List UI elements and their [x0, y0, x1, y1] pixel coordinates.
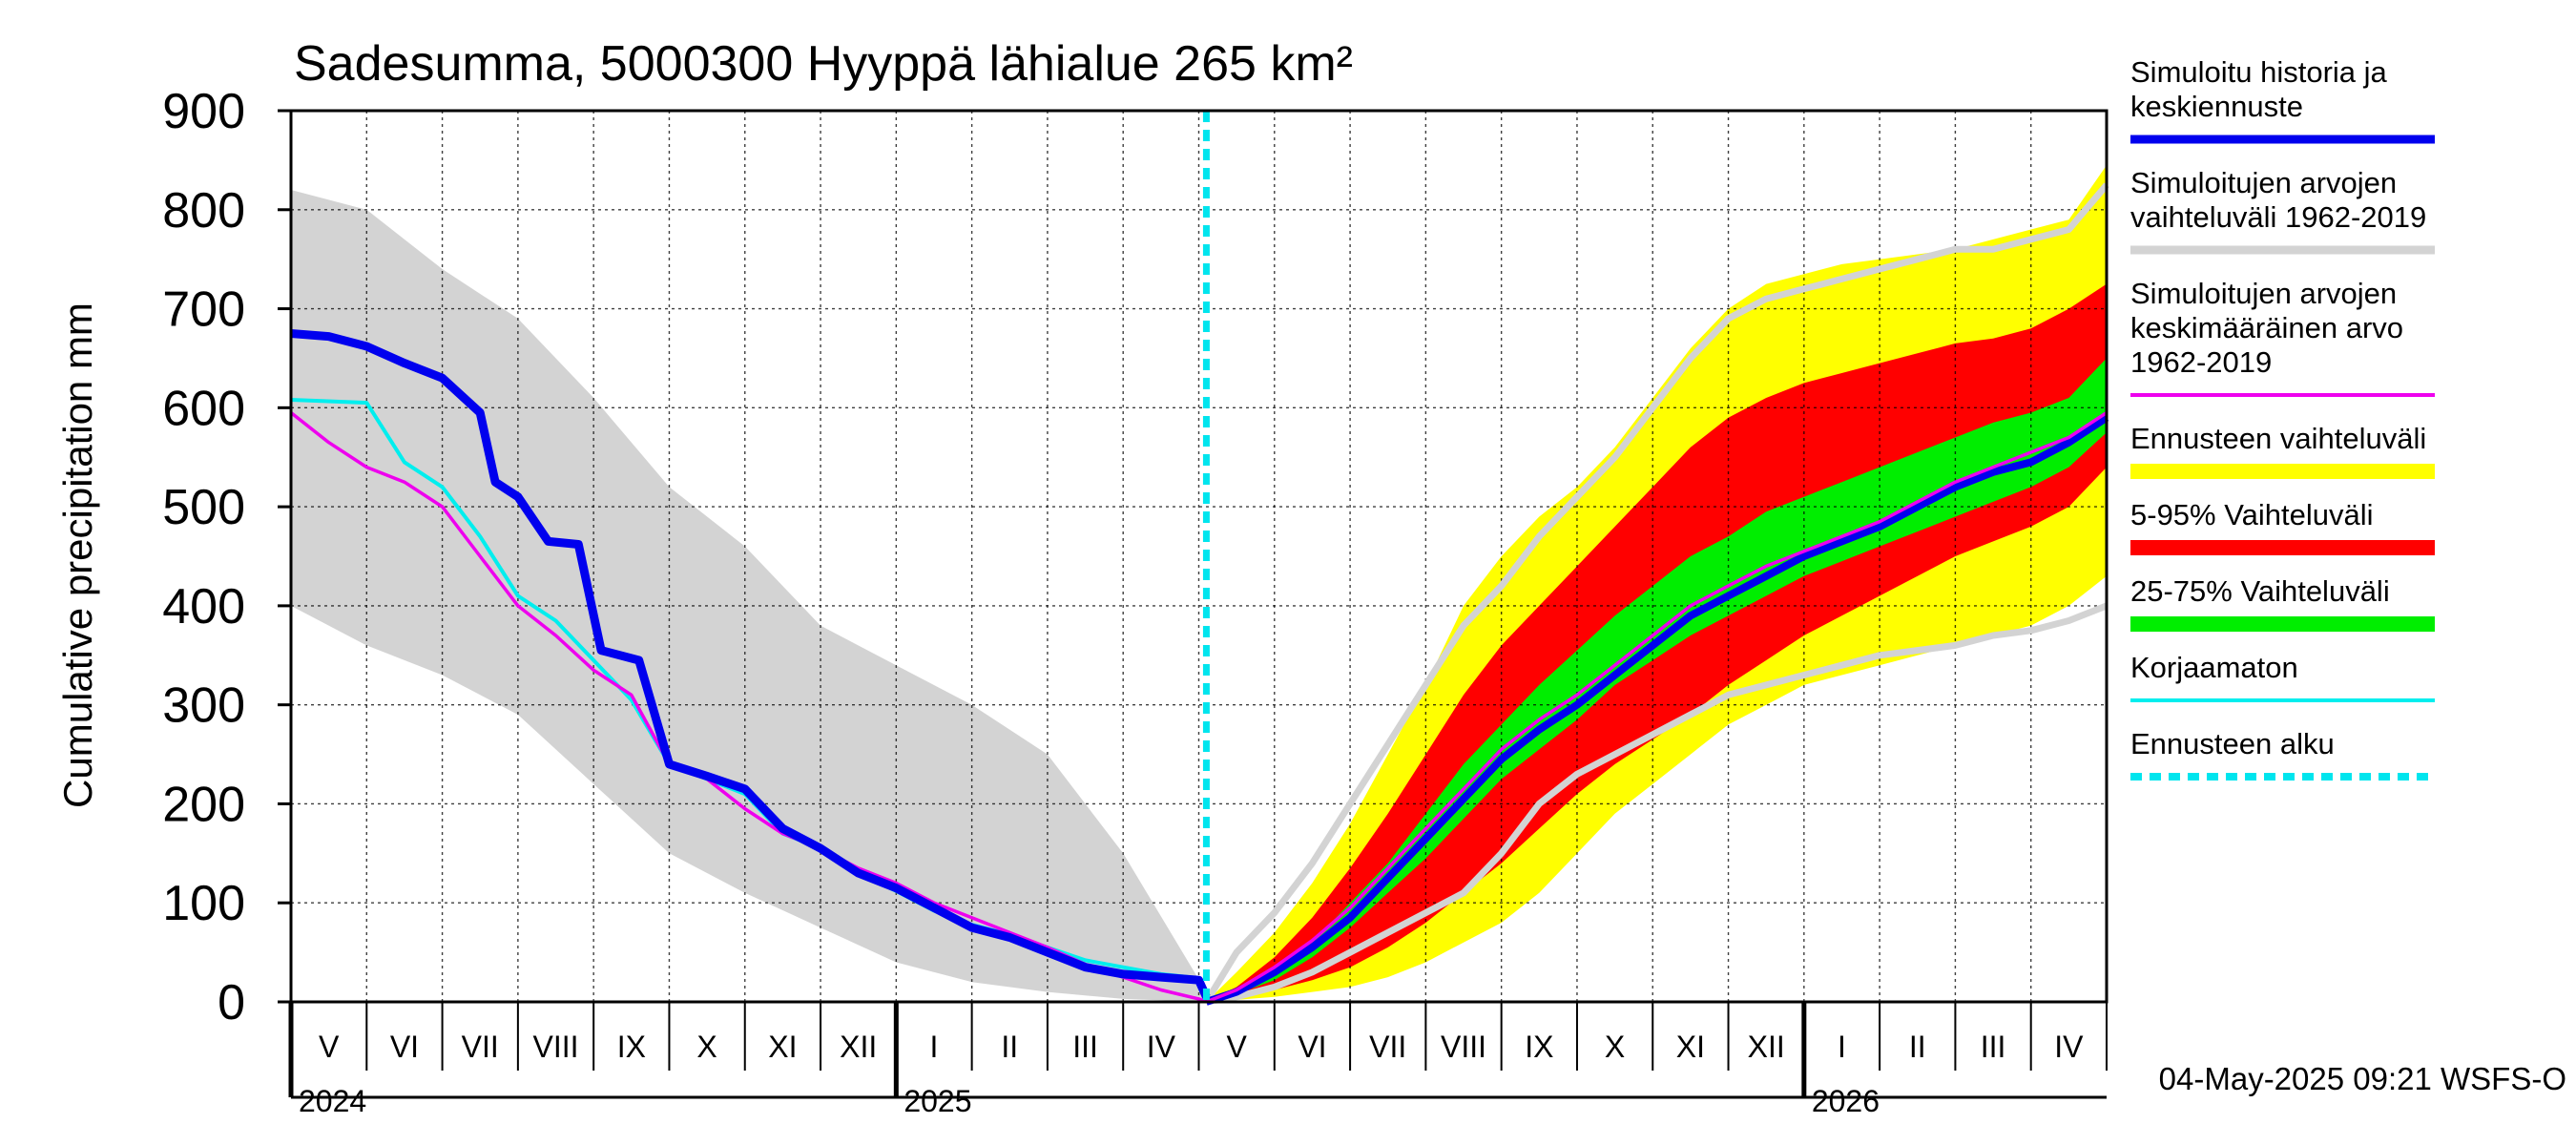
- legend-label: vaihteluväli 1962-2019: [2130, 200, 2426, 234]
- y-tick-label: 300: [162, 678, 245, 734]
- month-label: III: [1072, 1030, 1098, 1064]
- timestamp-footer: 04-May-2025 09:21 WSFS-O: [2159, 1061, 2566, 1096]
- month-label: I: [930, 1030, 939, 1064]
- month-label: VII: [462, 1030, 499, 1064]
- month-label: III: [1981, 1030, 2006, 1064]
- y-axis-label: Cumulative precipitation mm: [55, 302, 100, 808]
- month-label: VI: [1298, 1030, 1326, 1064]
- legend-label: 1962-2019: [2130, 345, 2272, 379]
- legend-label: keskimääräinen arvo: [2130, 311, 2403, 344]
- mean-forecast-line: [1205, 414, 2109, 1006]
- legend-label: Simuloitu historia ja: [2130, 55, 2388, 89]
- y-tick-label: 0: [218, 975, 245, 1030]
- month-label: IX: [617, 1030, 646, 1064]
- month-label: V: [319, 1030, 340, 1064]
- simulated-history-line: [290, 329, 1211, 999]
- y-tick-label: 600: [162, 381, 245, 436]
- month-label: II: [1001, 1030, 1018, 1064]
- legend-label: Ennusteen alku: [2130, 727, 2335, 760]
- y-tick-label: 200: [162, 777, 245, 832]
- month-label: XI: [1676, 1030, 1705, 1064]
- history-range-band: [291, 190, 1207, 1002]
- legend-label: Simuloitujen arvojen: [2130, 277, 2397, 310]
- month-label: VIII: [533, 1030, 579, 1064]
- year-label: 2026: [1812, 1084, 1880, 1118]
- legend-swatch: [2130, 464, 2435, 479]
- y-tick-label: 700: [162, 282, 245, 338]
- legend-swatch: [2130, 616, 2435, 632]
- data-lines: [289, 182, 2109, 1006]
- legend-label: keskiennuste: [2130, 90, 2303, 123]
- y-tick-label: 400: [162, 579, 245, 635]
- year-label: 2024: [299, 1084, 366, 1118]
- legend-label: Ennusteen vaihteluväli: [2130, 422, 2426, 455]
- legend-label: Korjaamaton: [2130, 651, 2298, 684]
- mean-forecast-climatology-line: [1205, 411, 2108, 1004]
- month-label: IV: [1147, 1030, 1176, 1064]
- month-label: V: [1226, 1030, 1247, 1064]
- month-label: XI: [768, 1030, 797, 1064]
- y-tick-label: 500: [162, 480, 245, 535]
- y-tick-label: 800: [162, 183, 245, 239]
- y-tick-label: 100: [162, 876, 245, 931]
- month-label: IV: [2054, 1030, 2084, 1064]
- legend-label: 25-75% Vaihteluväli: [2130, 574, 2390, 608]
- month-label: IX: [1525, 1030, 1553, 1064]
- legend-label: 5-95% Vaihteluväli: [2130, 498, 2373, 531]
- month-label: VII: [1369, 1030, 1406, 1064]
- month-label: VIII: [1441, 1030, 1486, 1064]
- y-tick-label: 900: [162, 84, 245, 139]
- month-label: X: [1605, 1030, 1625, 1064]
- legend-swatch: [2130, 540, 2435, 555]
- chart-title: Sadesumma, 5000300 Hyyppä lähialue 265 k…: [294, 36, 1353, 92]
- month-label: XII: [1748, 1030, 1785, 1064]
- month-label: I: [1838, 1030, 1846, 1064]
- forecast-range-upper-line: [1203, 182, 2109, 1004]
- year-label: 2025: [904, 1084, 971, 1118]
- month-label: VI: [390, 1030, 419, 1064]
- month-label: II: [1909, 1030, 1926, 1064]
- month-label: X: [696, 1030, 717, 1064]
- month-label: XII: [840, 1030, 877, 1064]
- forecast-range-lower-line: [1205, 602, 2109, 1006]
- legend-label: Simuloitujen arvojen: [2130, 166, 2397, 199]
